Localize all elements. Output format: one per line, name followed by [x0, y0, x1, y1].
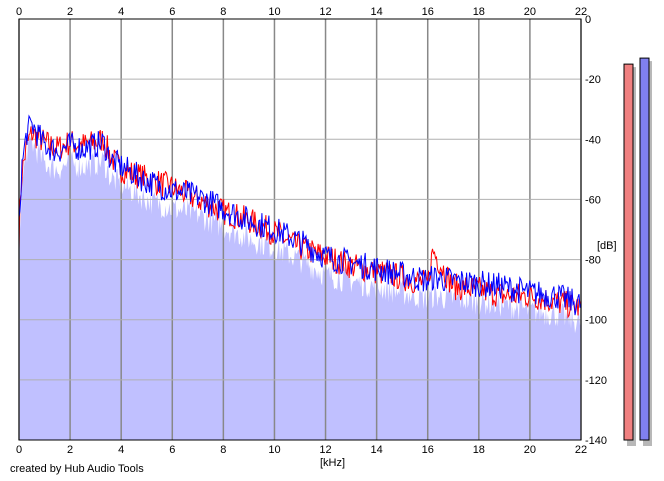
x-tick-label-top-5: 10	[268, 6, 280, 18]
credit-text: created by Hub Audio Tools	[10, 463, 144, 475]
x-tick-label-top-8: 16	[422, 6, 434, 18]
y-tick-label-5: -100	[585, 315, 607, 327]
x-tick-label-bottom-7: 14	[371, 444, 383, 456]
x-tick-label-top-10: 20	[524, 6, 536, 18]
x-tick-label-bottom-2: 4	[118, 444, 124, 456]
y-tick-label-4: -80	[585, 255, 601, 267]
x-tick-label-top-2: 4	[118, 6, 124, 18]
y-axis-unit-label: [dB]	[597, 240, 617, 252]
x-axis-unit-label: [kHz]	[320, 457, 346, 469]
plot-frame	[18, 18, 582, 441]
x-tick-label-top-6: 12	[319, 6, 331, 18]
spectrum-fill-area	[19, 134, 581, 440]
x-tick-label-bottom-5: 10	[268, 444, 280, 456]
y-tick-label-2: -40	[585, 134, 601, 146]
y-tick-label-7: -140	[585, 435, 607, 447]
x-tick-label-bottom-9: 18	[473, 444, 485, 456]
x-tick-label-bottom-3: 6	[169, 444, 175, 456]
y-tick-label-6: -120	[585, 375, 607, 387]
x-tick-label-top-9: 18	[473, 6, 485, 18]
level-meter-0	[623, 63, 634, 441]
x-tick-label-bottom-11: 22	[575, 444, 587, 456]
x-tick-label-top-3: 6	[169, 6, 175, 18]
x-tick-label-bottom-1: 2	[67, 444, 73, 456]
x-tick-label-top-4: 8	[220, 6, 226, 18]
x-tick-label-bottom-8: 16	[422, 444, 434, 456]
y-tick-label-0: 0	[585, 14, 591, 26]
x-tick-label-top-7: 14	[371, 6, 383, 18]
x-tick-label-bottom-10: 20	[524, 444, 536, 456]
x-tick-label-top-0: 0	[16, 6, 22, 18]
y-tick-label-1: -20	[585, 74, 601, 86]
series-line-0	[18, 126, 582, 319]
y-tick-label-3: -60	[585, 194, 601, 206]
x-tick-label-top-11: 22	[575, 6, 587, 18]
x-tick-label-bottom-4: 8	[220, 444, 226, 456]
level-meter-1	[639, 57, 650, 441]
x-tick-label-bottom-6: 12	[319, 444, 331, 456]
x-tick-label-bottom-0: 0	[16, 444, 22, 456]
x-tick-label-top-1: 2	[67, 6, 73, 18]
series-line-1	[18, 114, 582, 316]
